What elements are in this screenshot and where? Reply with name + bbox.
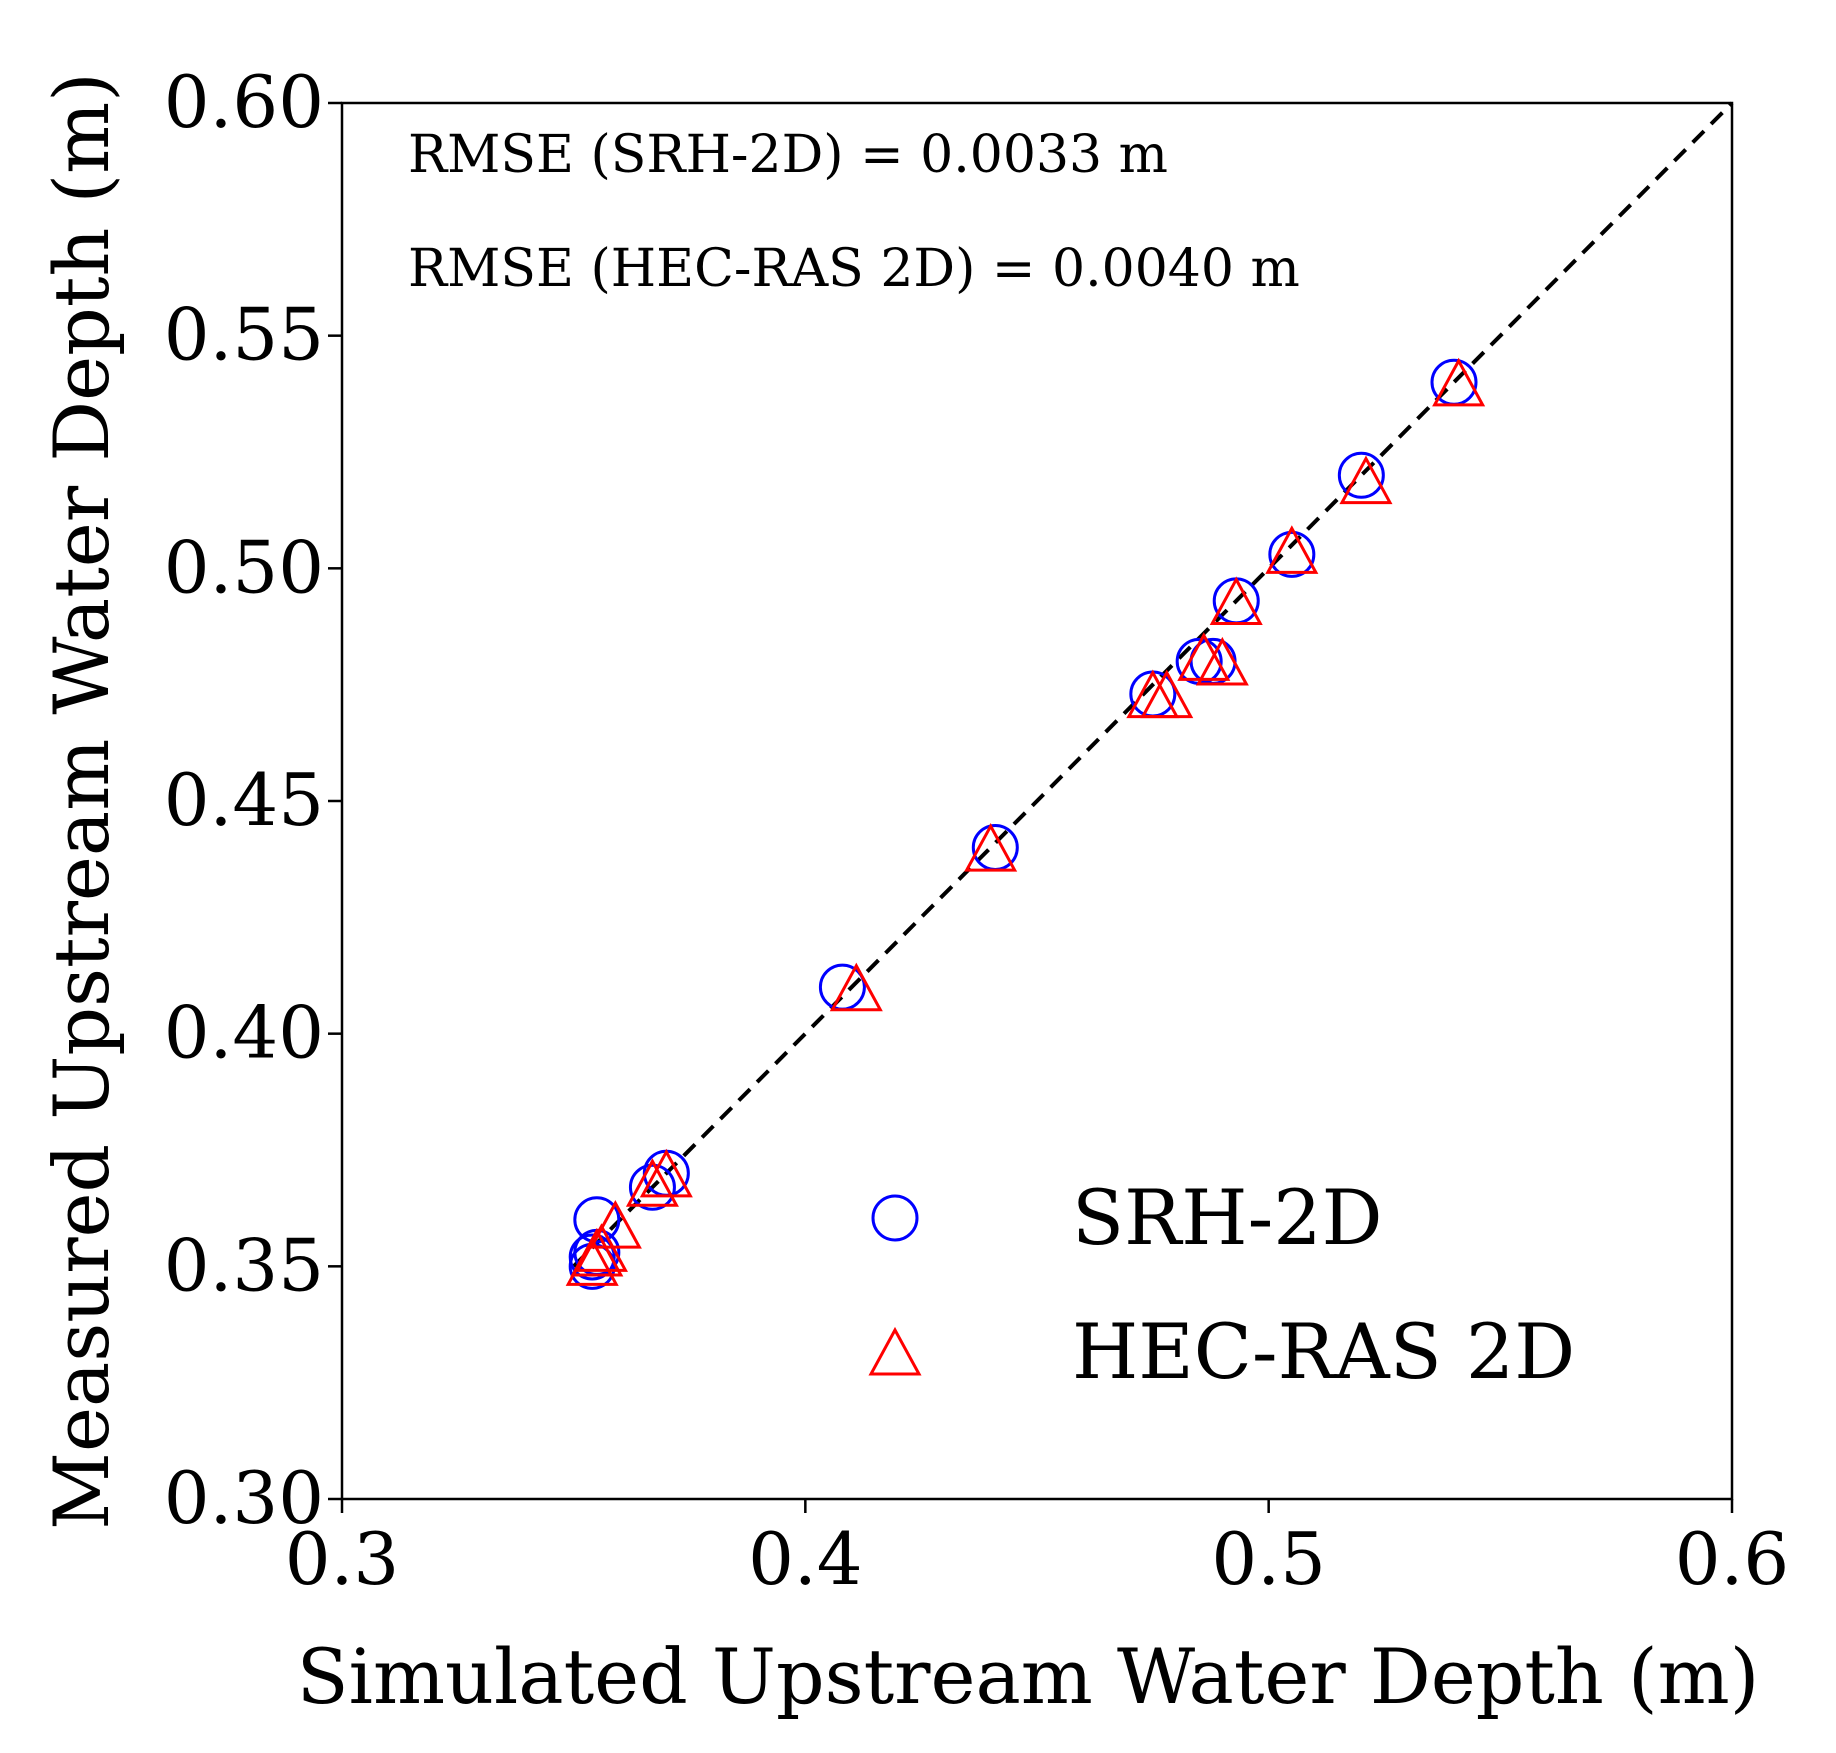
hec-ras-2d-point	[964, 823, 1018, 872]
legend-label-srh: SRH-2D	[1072, 1173, 1383, 1262]
legend-marker-srh	[871, 1194, 919, 1242]
annotation-rmse-hec: RMSE (HEC-RAS 2D) = 0.0040 m	[408, 239, 1300, 299]
x-axis-label: Simulated Upstream Water Depth (m)	[297, 1632, 1760, 1721]
hec-ras-2d-point	[639, 1148, 693, 1198]
y-tick-label: 0.35	[164, 1223, 324, 1307]
y-tick-label: 0.55	[164, 293, 324, 377]
hec-ras-2d-point	[1195, 636, 1249, 686]
legend: SRH-2D HEC-RAS 2D	[868, 1173, 1575, 1396]
hec-ras-2d-point	[1209, 576, 1263, 626]
x-tick-label: 0.6	[1675, 1517, 1790, 1601]
y-tick-label: 0.45	[164, 758, 324, 842]
srh-2d-point	[573, 1196, 621, 1244]
hec-ras-2d-point	[1140, 669, 1194, 719]
hec-ras-2d-point	[1432, 357, 1486, 407]
x-tick-label: 0.4	[748, 1517, 863, 1601]
hec-ras-2d-point	[1339, 455, 1393, 505]
annotation-rmse-srh: RMSE (SRH-2D) = 0.0033 m	[408, 125, 1168, 185]
y-tick-label: 0.40	[164, 991, 324, 1075]
y-axis-label: Measured Upstream Water Depth (m)	[37, 72, 126, 1530]
hec-ras-2d-point	[570, 1227, 624, 1277]
hec-ras-2d-point	[625, 1158, 679, 1207]
y-tick-label: 0.30	[164, 1456, 324, 1540]
reference-line	[572, 101, 1734, 1268]
legend-marker-hec	[868, 1326, 922, 1376]
srh-2d-point	[1337, 451, 1385, 499]
y-tick-label: 0.60	[164, 60, 324, 144]
x-tick-label: 0.3	[285, 1517, 400, 1601]
srh-2d-point	[568, 1233, 616, 1281]
data-markers	[565, 357, 1486, 1290]
axis-ticks: 0.3 0.4 0.5 0.6 0.30 0.35 0.40 0.45 0.50 0.55 0.60	[164, 60, 1790, 1601]
hec-ras-2d-point	[1177, 632, 1231, 681]
hec-ras-2d-point	[829, 962, 883, 1012]
srh-2d-point	[1268, 530, 1316, 578]
legend-label-hec: HEC-RAS 2D	[1072, 1307, 1575, 1396]
srh-2d-point	[628, 1163, 676, 1211]
x-tick-label: 0.5	[1211, 1517, 1326, 1601]
hec-ras-2d-point	[1265, 525, 1319, 574]
y-tick-label: 0.50	[164, 525, 324, 609]
hec-ras-2d-point	[588, 1199, 642, 1249]
